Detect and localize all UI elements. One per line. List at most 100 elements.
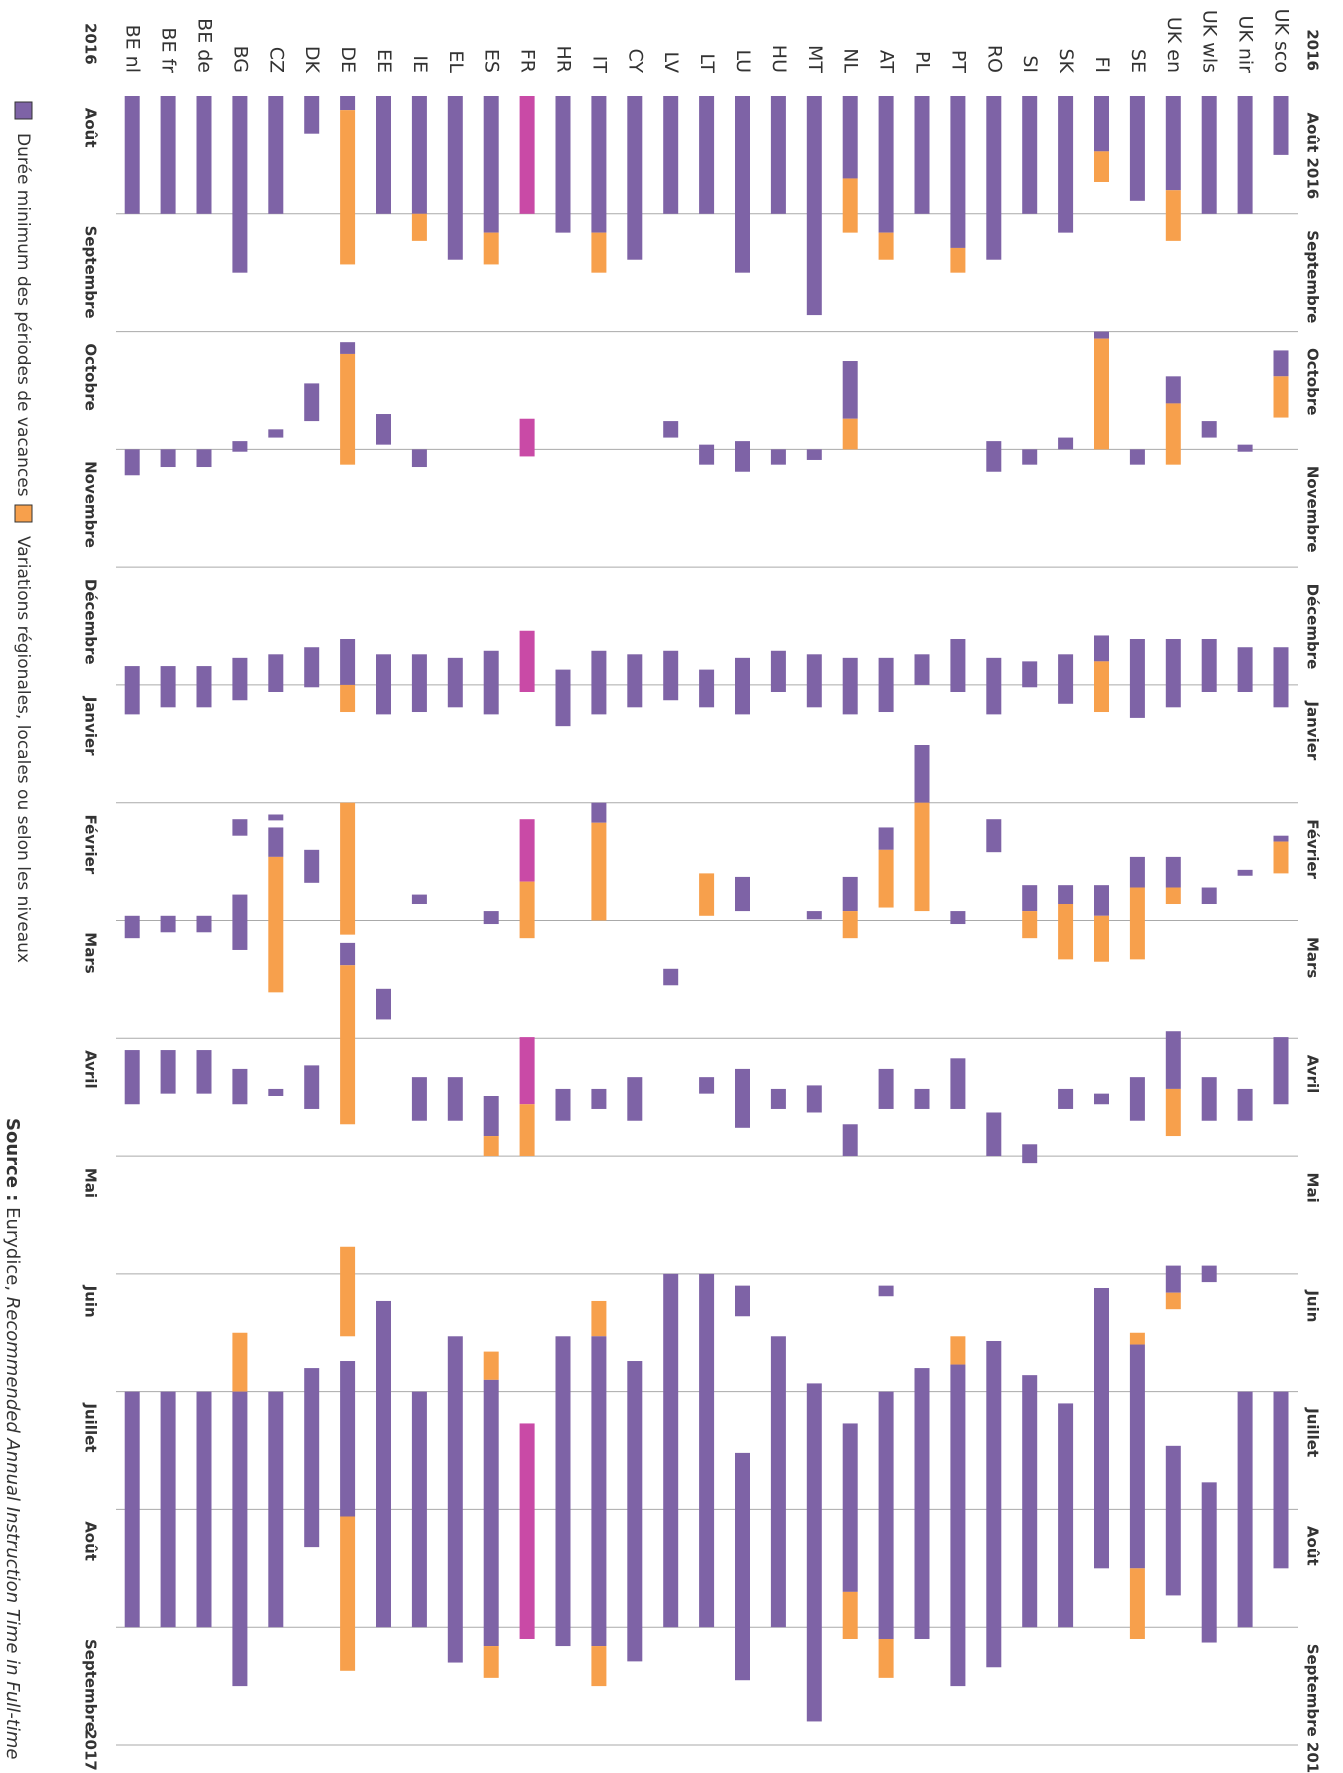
period-bar — [304, 383, 320, 422]
country-label: UK nir — [1235, 15, 1257, 73]
period-bar — [914, 744, 930, 803]
period-bar — [1237, 96, 1253, 214]
period-bar — [699, 444, 715, 465]
source-text: Eurydice, — [2, 1201, 23, 1296]
period-bar — [160, 1050, 176, 1094]
source: Source : Eurydice, Recommended Annual In… — [2, 1118, 23, 1759]
period-bar — [914, 96, 930, 214]
period-bar — [770, 1336, 786, 1628]
period-bar — [376, 654, 391, 715]
period-bar — [340, 942, 356, 966]
period-bar — [1273, 1391, 1289, 1569]
country-label: PL — [912, 51, 934, 73]
period-bar — [699, 1077, 715, 1094]
period-bar — [411, 654, 427, 713]
x2-tick-label: Juin — [1304, 1289, 1322, 1322]
period-bar — [1094, 915, 1109, 962]
period-bar — [340, 110, 356, 265]
country-label: IT — [588, 56, 610, 74]
period-bar — [1165, 1265, 1181, 1293]
period-bar — [735, 1285, 750, 1317]
period-bar — [878, 827, 894, 850]
period-bar — [627, 654, 643, 708]
period-bar — [1165, 887, 1181, 905]
period-bar — [1165, 1088, 1181, 1137]
period-bar — [483, 232, 499, 265]
period-bar — [1237, 1088, 1253, 1121]
period-bar — [950, 96, 966, 248]
period-bar — [196, 1050, 212, 1094]
x-tick-label: Juillet — [82, 1402, 100, 1452]
period-bar — [735, 1068, 750, 1128]
period-bar — [878, 1068, 894, 1109]
period-bar — [519, 630, 535, 692]
period-bar — [376, 96, 391, 214]
period-bar — [1022, 661, 1038, 688]
country-label: CZ — [265, 47, 287, 73]
x-tick-label: Novembre — [82, 461, 100, 548]
period-bar — [986, 657, 1002, 715]
period-bar — [447, 657, 463, 708]
period-bar — [627, 96, 643, 260]
period-bar — [1165, 1031, 1181, 1089]
period-bar — [1201, 96, 1217, 214]
period-bar — [1165, 1292, 1181, 1310]
x2-tick-label: Septembre — [1304, 230, 1322, 323]
period-bar — [806, 911, 822, 920]
period-bar — [1058, 1403, 1074, 1628]
period-bar — [411, 1391, 427, 1628]
period-bar — [1273, 96, 1289, 155]
period-bar — [160, 449, 176, 468]
x-tick-label: Août — [82, 1521, 100, 1561]
country-label: SE — [1127, 49, 1149, 73]
country-label: LU — [732, 49, 754, 73]
country-label: FR — [517, 49, 539, 73]
period-bar — [842, 96, 858, 179]
period-bar — [806, 1085, 822, 1113]
period-bar — [806, 96, 822, 316]
x-tick-label: Août — [82, 108, 100, 148]
period-bar — [447, 1336, 463, 1663]
period-bar — [663, 96, 679, 214]
period-bar — [1237, 444, 1253, 452]
country-label: BG — [229, 46, 251, 73]
period-bar — [591, 1646, 607, 1687]
period-bar — [1201, 638, 1217, 692]
period-bar — [806, 449, 822, 460]
period-bar — [591, 1300, 607, 1337]
country-label: BE nl — [122, 25, 144, 73]
period-bar — [1058, 904, 1074, 960]
period-bar — [878, 1638, 894, 1678]
period-bar — [914, 1088, 930, 1109]
period-bar — [1237, 647, 1253, 692]
period-bar — [735, 876, 750, 912]
period-bar — [447, 96, 463, 260]
country-label: FI — [1091, 56, 1113, 73]
country-label: SK — [1055, 48, 1077, 73]
country-label: MT — [804, 45, 826, 73]
period-bar — [627, 1077, 643, 1121]
period-bar — [1165, 638, 1181, 708]
period-bar — [411, 1077, 427, 1121]
period-bar — [1201, 421, 1217, 438]
period-bar — [1094, 661, 1109, 713]
period-bar — [842, 418, 858, 450]
period-bar — [268, 856, 284, 993]
period-bar — [1201, 887, 1217, 905]
period-bar — [1129, 96, 1145, 201]
period-bar — [160, 666, 176, 708]
x2-tick-label: Septembre 2017 — [1304, 1644, 1322, 1773]
period-bar — [663, 968, 679, 986]
country-label: IE — [409, 55, 431, 73]
period-bar — [232, 1391, 248, 1687]
period-bar — [447, 1077, 463, 1121]
period-bar — [340, 1361, 356, 1517]
country-label: UK en — [1163, 17, 1185, 73]
country-label: UK wls — [1199, 10, 1221, 73]
period-bar — [1022, 96, 1038, 214]
period-bar — [591, 650, 607, 715]
period-bar — [986, 1340, 1002, 1668]
x2-tick-label: Juillet — [1304, 1407, 1322, 1457]
period-bar — [555, 1088, 571, 1121]
period-bar — [663, 1273, 679, 1628]
